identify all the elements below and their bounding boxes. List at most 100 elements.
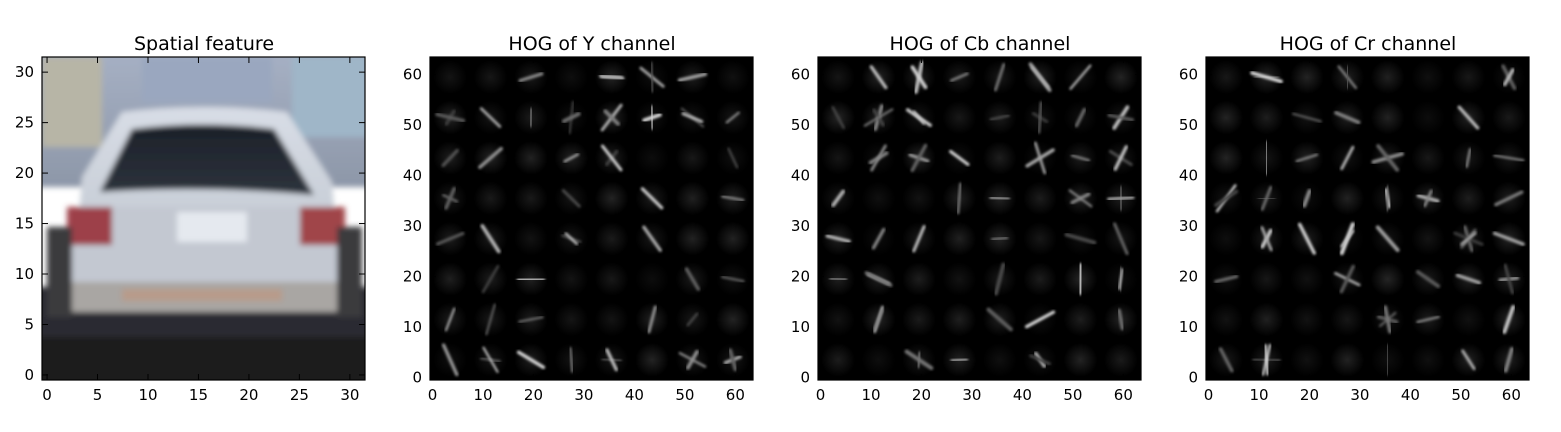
hog-cell — [715, 140, 750, 176]
hog-cell — [715, 181, 750, 216]
hog-cell — [1022, 181, 1059, 216]
hog-cell — [1208, 342, 1244, 377]
hog-cell — [1451, 262, 1486, 297]
hog-cell — [594, 262, 629, 297]
hog-cell — [635, 302, 670, 337]
hog-cell — [1209, 221, 1244, 256]
hog-cell — [1410, 60, 1446, 95]
hog-cell — [861, 100, 896, 135]
x-tick-label: 30 — [574, 386, 593, 404]
hog-cell — [715, 221, 750, 256]
hog-cell — [1063, 302, 1098, 337]
hog-cell — [1103, 181, 1138, 216]
hog-cell — [821, 302, 856, 337]
hog-cell — [513, 262, 548, 297]
hog-cell — [1370, 140, 1405, 175]
hog-cell — [635, 100, 670, 135]
hog-cell — [982, 221, 1017, 256]
hog-cell — [1063, 100, 1098, 135]
hog-cell — [1370, 262, 1405, 297]
hog-cell — [982, 181, 1017, 216]
hog-cell — [715, 302, 750, 337]
hog-cell — [1063, 342, 1098, 377]
hog-cell — [1451, 342, 1486, 377]
hog-cell — [901, 302, 936, 337]
hog-cell — [675, 60, 710, 95]
x-tick-label: 50 — [1451, 386, 1470, 404]
y-tick-label: 20 — [403, 268, 422, 286]
hog-cell — [432, 262, 468, 297]
hog-cell — [901, 262, 937, 297]
hog-cell — [1330, 221, 1365, 256]
hog-cell — [982, 60, 1017, 95]
x-axis: 0 10 20 30 40 50 60 — [1204, 57, 1521, 404]
hog-cell — [901, 342, 936, 377]
axes-frame — [429, 56, 754, 381]
x-tick-label: 50 — [675, 386, 694, 404]
hog-cell — [1289, 181, 1324, 216]
hog-cell — [473, 60, 508, 95]
hog-cell — [1023, 60, 1058, 95]
x-tick-label: 60 — [1502, 386, 1521, 404]
x-tick-label: 10 — [1249, 386, 1268, 404]
hog-cell — [942, 181, 977, 216]
hog-cell — [1023, 221, 1058, 256]
hog-cell — [820, 181, 856, 216]
hog-cell — [634, 342, 670, 377]
x-tick-label: 0 — [816, 386, 826, 404]
panel-title: HOG of Y channel — [508, 33, 675, 55]
hog-cell — [942, 261, 977, 297]
y-tick-label: 0 — [24, 366, 34, 384]
y-tick-label: 50 — [1179, 116, 1198, 134]
hog-cell — [821, 262, 856, 297]
hog-cell — [861, 221, 896, 256]
hog-cell — [715, 342, 751, 377]
hog-cell — [1289, 100, 1324, 135]
hog-cell — [594, 221, 629, 256]
hog-cell — [1249, 302, 1284, 337]
panel-spatial-feature: Spatial feature — [15, 33, 366, 404]
hog-cell — [821, 221, 856, 256]
hog-cell — [715, 100, 750, 135]
hog-cell — [433, 100, 468, 135]
axes-frame — [41, 56, 366, 381]
x-axis: 0 10 20 30 40 50 60 — [816, 57, 1133, 404]
hog-cell — [1450, 181, 1486, 216]
hog-cell — [942, 342, 977, 377]
hog-cell — [1209, 60, 1244, 95]
hog-cell — [1103, 60, 1138, 95]
hog-cell — [473, 221, 508, 256]
hog-cell — [942, 60, 977, 95]
hog-cell — [1289, 342, 1325, 377]
y-tick-label: 5 — [24, 315, 34, 333]
hog-cell — [473, 140, 508, 175]
hog-cell — [675, 181, 710, 216]
hog-cell — [901, 181, 936, 216]
x-tick-label: 25 — [290, 386, 309, 404]
hog-cell — [1411, 140, 1446, 175]
hog-cell — [554, 181, 589, 216]
hog-cell — [1063, 60, 1098, 95]
hog-cell — [473, 100, 508, 135]
hog-cell — [982, 262, 1017, 297]
hog-cell — [433, 181, 468, 216]
hog-cell — [513, 100, 548, 135]
x-tick-label: 20 — [1300, 386, 1319, 404]
hog-cell — [1491, 100, 1526, 135]
hog-cell — [1063, 181, 1098, 216]
hog-cell — [594, 342, 629, 377]
x-tick-label: 0 — [428, 386, 438, 404]
hog-cell — [1249, 100, 1284, 135]
hog-cell — [982, 342, 1017, 377]
hog-cell — [553, 60, 590, 95]
x-tick-label: 5 — [93, 386, 103, 404]
hog-cell — [1411, 262, 1446, 297]
hog-cell — [860, 302, 897, 337]
hog-cell — [635, 181, 670, 216]
x-tick-label: 40 — [1013, 386, 1032, 404]
y-tick-label: 10 — [1179, 318, 1198, 336]
panel-hog-cb: HOG of Cb channel 0 10 20 30 40 50 60 0 10 20 30 4… — [791, 33, 1142, 404]
x-tick-label: 60 — [726, 386, 745, 404]
hog-cell — [1289, 140, 1324, 175]
y-tick-label: 0 — [800, 368, 810, 386]
